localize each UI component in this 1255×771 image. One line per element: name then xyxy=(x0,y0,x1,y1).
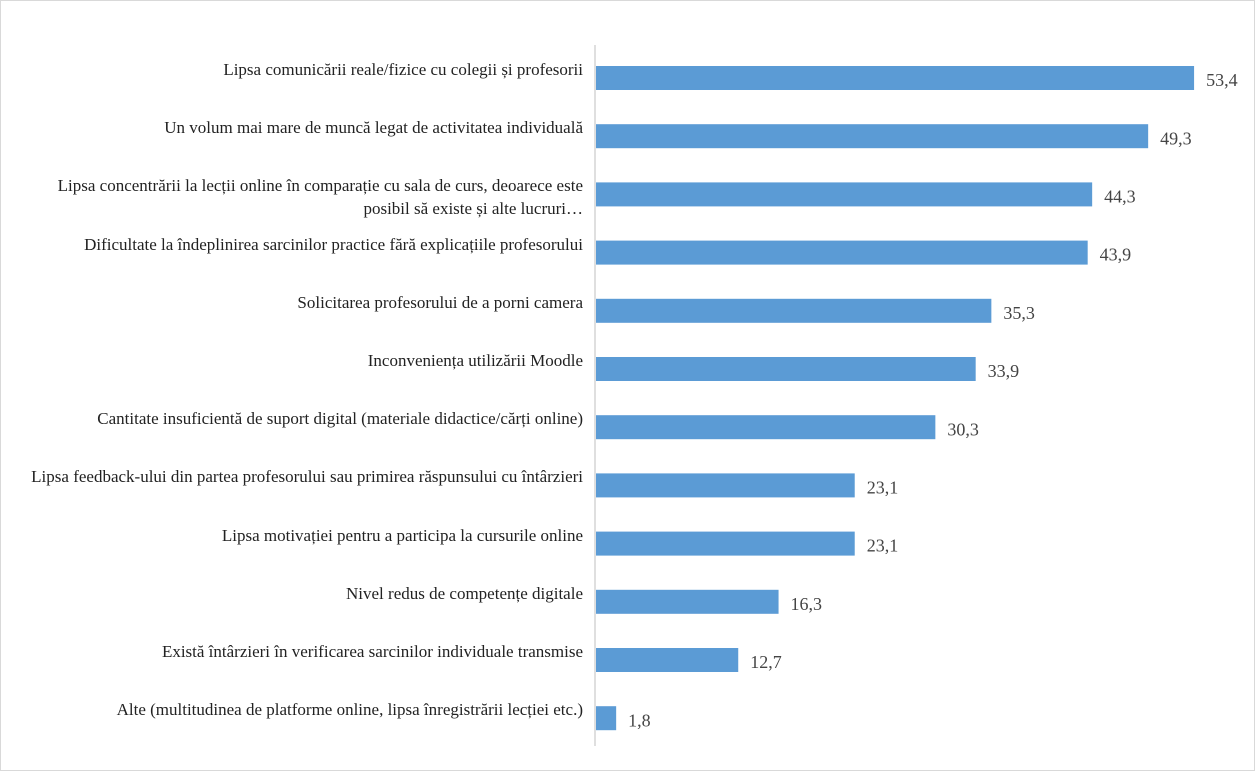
value-label: 33,9 xyxy=(988,361,1020,381)
bar xyxy=(596,124,1149,149)
category-label: Alte (multitudinea de platforme online, … xyxy=(116,700,583,720)
value-label: 23,1 xyxy=(867,536,899,556)
bar xyxy=(596,648,739,672)
bar xyxy=(596,182,1093,207)
category-label: Există întârzieri în verificarea sarcini… xyxy=(161,642,583,661)
category-label: Nivel redus de competențe digitale xyxy=(346,583,583,603)
category-label: Un volum mai mare de muncă legat de acti… xyxy=(164,118,583,138)
bar xyxy=(596,66,1195,90)
category-label: Inconveniența utilizării Moodle xyxy=(367,351,583,370)
bar xyxy=(596,298,992,323)
value-label: 53,4 xyxy=(1206,70,1238,90)
value-label: 44,3 xyxy=(1104,187,1136,207)
category-label: Lipsa concentrării la lecții online în c… xyxy=(57,176,583,219)
bar xyxy=(596,357,976,381)
value-label: 23,1 xyxy=(867,478,899,498)
category-label: Solicitarea profesorului de a porni came… xyxy=(297,292,583,312)
bar xyxy=(596,706,617,731)
category-label: Lipsa feedback-ului din partea profesoru… xyxy=(31,467,583,487)
bar xyxy=(596,415,936,440)
value-label: 35,3 xyxy=(1003,303,1035,323)
value-label: 1,8 xyxy=(628,710,651,730)
value-label: 30,3 xyxy=(947,419,979,439)
value-label: 49,3 xyxy=(1160,128,1192,148)
value-label: 12,7 xyxy=(750,652,782,672)
category-label: Lipsa motivației pentru a participa la c… xyxy=(221,525,583,545)
value-label: 16,3 xyxy=(791,594,823,614)
bar xyxy=(596,473,855,498)
bar xyxy=(596,589,779,614)
value-label: 43,9 xyxy=(1100,245,1132,265)
category-label: Lipsa comunicării reale/fizice cu colegi… xyxy=(223,60,583,79)
category-label: Dificultate la îndeplinirea sarcinilor p… xyxy=(84,234,583,254)
bar xyxy=(596,531,855,556)
bar xyxy=(596,240,1088,265)
category-label: Cantitate insuficientă de suport digital… xyxy=(97,409,583,429)
